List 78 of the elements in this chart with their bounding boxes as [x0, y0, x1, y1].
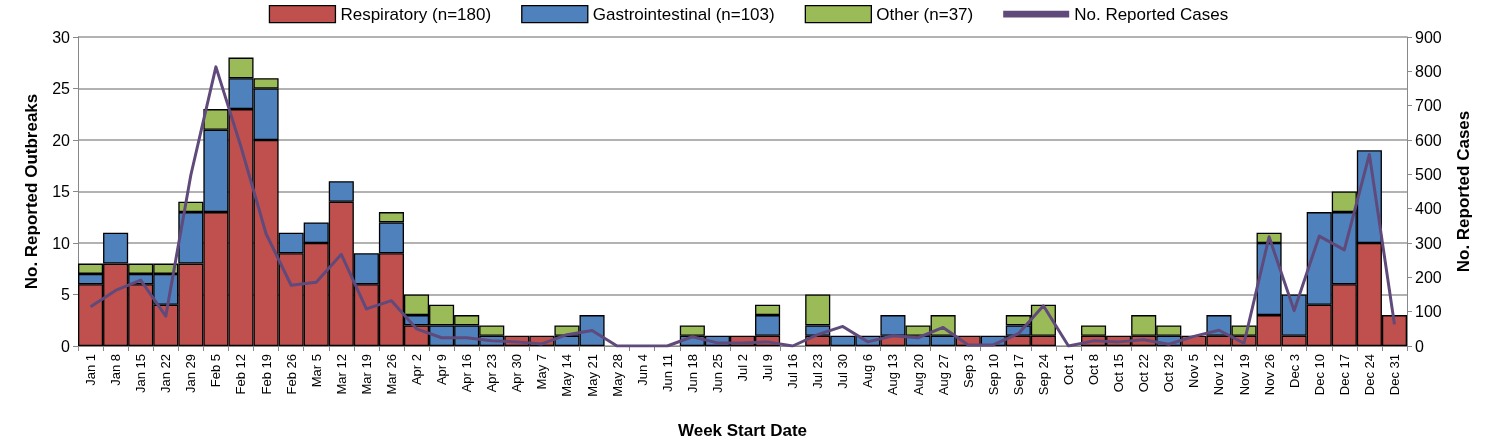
- x-tick-label: May 28: [609, 354, 625, 397]
- y-axis-title: No. Reported Outbreaks: [22, 93, 41, 290]
- x-tick-label: Sep 10: [985, 354, 1001, 396]
- x-tick-label: Mar 5: [308, 354, 324, 388]
- x-tick-label: Dec 3: [1286, 354, 1302, 388]
- x-tick-label: Sep 3: [960, 354, 976, 388]
- line-series: [89, 65, 1396, 348]
- x-tick-label: Aug 13: [885, 354, 901, 396]
- x-tick-label: Jul 23: [810, 354, 826, 389]
- x-tick-label: Feb 5: [208, 354, 224, 388]
- legend-label: Other (n=37): [876, 4, 974, 24]
- y2-tick-label: 600: [1415, 131, 1442, 149]
- x-tick-label: Oct 1: [1060, 354, 1076, 386]
- x-tick-label: Jan 8: [108, 354, 124, 386]
- x-tick-label: Dec 31: [1386, 354, 1402, 396]
- x-tick-label: Jun 25: [709, 354, 725, 394]
- x-tick-label: Oct 22: [1136, 354, 1152, 393]
- legend-label: Respiratory (n=180): [340, 4, 492, 24]
- x-tick-label: May 21: [584, 354, 600, 397]
- y-tick-label: 5: [61, 286, 71, 303]
- x-tick-label: Aug 20: [910, 354, 926, 396]
- x-axis-title: Week Start Date: [677, 421, 808, 440]
- x-tick-label: Jan 22: [158, 354, 174, 394]
- x-tick-label: Nov 5: [1186, 354, 1202, 388]
- x-tick-label: Nov 12: [1211, 354, 1227, 396]
- x-tick-label: Jan 1: [83, 354, 99, 386]
- y2-tick-label: 100: [1415, 303, 1442, 321]
- y2-tick-label: 800: [1415, 62, 1442, 80]
- x-tick-label: May 14: [559, 354, 575, 397]
- x-tick-label: Feb 12: [233, 354, 249, 395]
- x-tick-label: Nov 19: [1236, 354, 1252, 396]
- x-tick-label: Aug 6: [860, 354, 876, 388]
- x-tick-label: Feb 26: [283, 354, 299, 395]
- x-tick-label: Apr 23: [484, 354, 500, 393]
- y2-tick-label: 200: [1415, 268, 1442, 286]
- y-tick-label: 30: [52, 28, 71, 46]
- y2-tick-label: 900: [1415, 28, 1442, 46]
- y2-axis-title: No. Reported Cases: [1454, 110, 1473, 273]
- x-tick-label: Feb 19: [258, 354, 274, 395]
- x-tick-label: Jul 2: [735, 354, 750, 382]
- x-tick-label: Jul 30: [835, 354, 851, 389]
- x-tick-label: Dec 17: [1336, 354, 1352, 396]
- x-tick-label: Jun 11: [659, 354, 675, 393]
- x-tick-label: Oct 29: [1161, 354, 1177, 393]
- x-tick-label: Sep 24: [1035, 354, 1051, 396]
- y2-tick-label: 400: [1415, 200, 1442, 218]
- x-tick-label: Oct 8: [1086, 354, 1102, 386]
- x-tick-label: Apr 16: [459, 354, 475, 393]
- y2-tick-label: 500: [1415, 165, 1442, 183]
- x-tick-label: Mar 19: [358, 354, 374, 395]
- x-tick-label: Jul 16: [785, 354, 801, 389]
- y-tick-label: 10: [52, 234, 71, 252]
- y-tick-label: 25: [52, 80, 71, 97]
- x-tick-label: May 7: [534, 354, 550, 390]
- y2-tick-label: 0: [1415, 337, 1424, 355]
- x-tick-label: Oct 15: [1111, 354, 1127, 393]
- x-tick-label: Mar 26: [383, 354, 399, 395]
- x-tick-label: Sep 17: [1010, 354, 1026, 396]
- x-tick-label: Apr 2: [409, 354, 425, 386]
- y-tick-label: 15: [52, 183, 71, 200]
- x-tick-label: Dec 10: [1311, 354, 1327, 396]
- x-tick-label: Jan 15: [133, 354, 149, 394]
- legend-label: Gastrointestinal (n=103): [592, 4, 775, 24]
- x-tick-label: Apr 9: [434, 354, 450, 386]
- y2-tick-label: 700: [1415, 97, 1442, 115]
- x-tick-label: Dec 24: [1361, 354, 1377, 396]
- x-tick-label: Jan 29: [183, 354, 199, 394]
- x-tick-label: Jun 4: [634, 354, 650, 386]
- y-tick-label: 0: [61, 337, 71, 355]
- y-tick-label: 20: [52, 131, 71, 149]
- legend-label: No. Reported Cases: [1074, 4, 1229, 24]
- y2-tick-label: 300: [1415, 234, 1442, 252]
- x-tick-label: Apr 30: [509, 354, 525, 393]
- x-tick-label: Nov 26: [1261, 354, 1277, 396]
- x-tick-label: Mar 12: [333, 354, 349, 395]
- x-tick-label: Jul 9: [760, 354, 776, 382]
- x-tick-label: Jun 18: [684, 354, 700, 394]
- x-tick-label: Aug 27: [935, 354, 951, 396]
